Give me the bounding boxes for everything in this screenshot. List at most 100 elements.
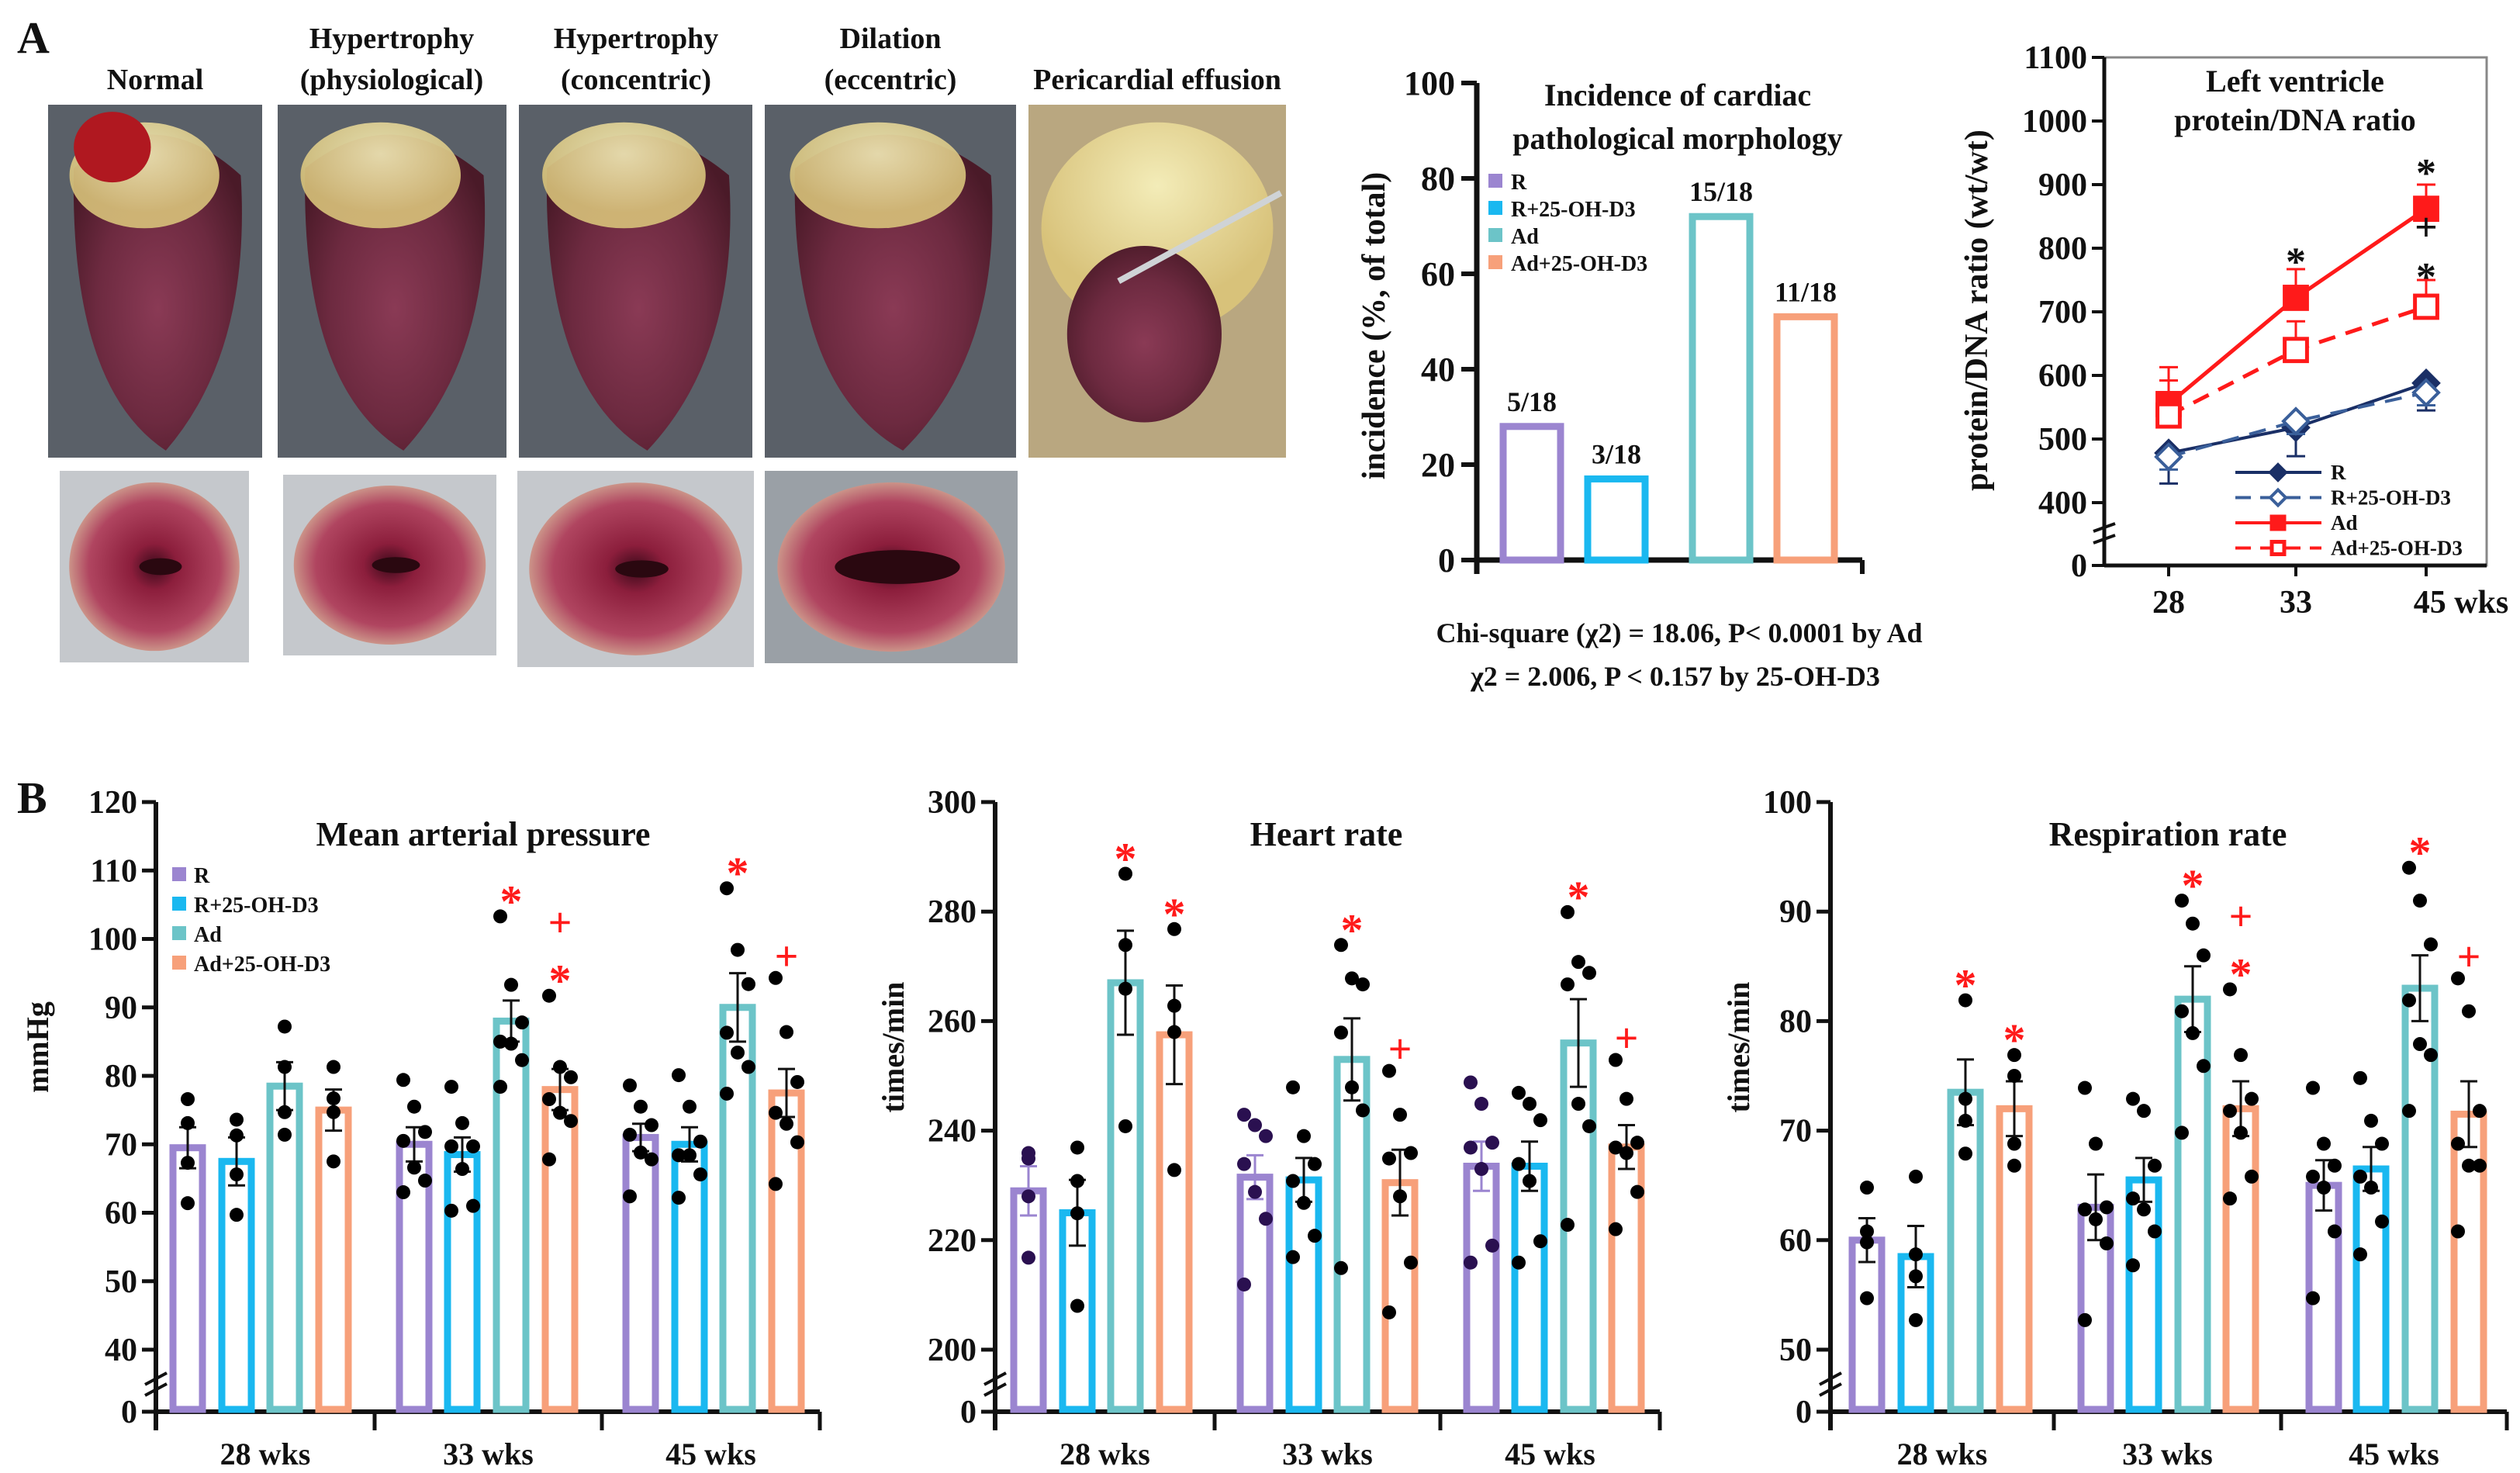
data-point	[2223, 1191, 2237, 1206]
data-point	[2306, 1081, 2320, 1095]
data-point	[2402, 993, 2416, 1008]
significance-mark: *	[2182, 860, 2204, 911]
data-point	[418, 1125, 432, 1139]
data-point	[1237, 1108, 1251, 1122]
bar	[2352, 1165, 2390, 1413]
y-tick-label: 100	[1763, 785, 1812, 821]
photo-label: (physiological)	[300, 64, 483, 96]
legend-swatch	[1488, 255, 1502, 269]
data-point	[542, 1152, 556, 1167]
significance-mark: *	[2416, 151, 2436, 195]
data-point	[444, 1080, 458, 1094]
data-point	[327, 1154, 340, 1169]
y-tick-label: 100	[88, 922, 137, 958]
data-point	[1582, 1119, 1596, 1133]
data-point	[2137, 1202, 2151, 1217]
data-point	[1118, 866, 1132, 881]
series-R+25-OH-D3	[1897, 1070, 2390, 1413]
data-point	[1167, 998, 1181, 1013]
series-R	[1010, 1075, 1500, 1413]
data-point	[1345, 1080, 1359, 1094]
x-tick-label: 33	[2280, 585, 2312, 621]
significance-mark: *	[2003, 1015, 2026, 1065]
data-label: 3/18	[1592, 438, 1641, 469]
data-point	[2078, 1312, 2092, 1327]
data-point	[2245, 1091, 2259, 1106]
data-point	[2306, 1169, 2320, 1184]
data-point	[672, 1191, 686, 1205]
data-point	[493, 1080, 507, 1094]
bar	[2450, 1110, 2487, 1413]
data-point	[2007, 1136, 2021, 1151]
bar	[2222, 1105, 2259, 1413]
data-point	[278, 1105, 292, 1119]
bar	[1947, 1088, 1984, 1413]
data-point	[731, 942, 745, 957]
data-point	[790, 1135, 804, 1150]
bar	[1156, 1031, 1193, 1413]
chart-title: Left ventricle	[2206, 64, 2384, 99]
data-point	[693, 1134, 707, 1149]
data-point	[1860, 1224, 1874, 1239]
x-tick-label: 28 wks	[1060, 1437, 1150, 1471]
bar	[1996, 1105, 2033, 1413]
heart-rate-chart: 0 200 220 240 260 280 300 28 wks 33 wks 45 wks tim…	[876, 785, 1662, 1471]
data-point	[780, 1025, 793, 1039]
data-point	[780, 1116, 793, 1131]
data-point	[2223, 1104, 2237, 1119]
y-tick-label: 280	[928, 894, 977, 930]
data-point	[2007, 1158, 2021, 1173]
data-point	[230, 1167, 244, 1182]
y-tick-label: 0	[121, 1395, 137, 1430]
series-Ad+25-OH-D3	[315, 970, 805, 1413]
data-point	[2197, 1059, 2211, 1074]
y-tick-label: 200	[928, 1333, 977, 1368]
data-point	[1523, 1097, 1537, 1112]
heart-slice-photo	[765, 471, 1018, 663]
data-point	[1356, 977, 1370, 992]
chart-title: protein/DNA ratio	[2174, 102, 2415, 137]
data-point	[790, 1074, 804, 1089]
lv-protein-dna-chart: 0 400 500 600 700 800 900 1000 1100 28 33 45 wks pro…	[1959, 40, 2508, 621]
significance-mark: *	[1163, 889, 1186, 939]
data-point	[396, 1133, 410, 1148]
data-point	[1393, 1108, 1407, 1122]
significance-mark: +	[1388, 1026, 1412, 1073]
x-tick-label: 33 wks	[443, 1437, 534, 1471]
data-point	[1167, 1025, 1181, 1039]
legend-swatch	[1488, 201, 1502, 215]
series-Ad	[2155, 183, 2439, 417]
data-point	[2451, 1224, 2465, 1239]
chart-title: Incidence of cardiac	[1544, 78, 1811, 112]
y-tick-label: 100	[1404, 64, 1455, 102]
y-tick-label: 60	[1779, 1223, 1812, 1259]
data-point	[741, 977, 755, 991]
data-point	[1070, 1206, 1084, 1221]
data-point	[634, 1099, 648, 1114]
legend-label: R+25-OH-D3	[194, 894, 319, 918]
data-point	[2317, 1136, 2331, 1151]
series-Ad+25-OH-D3	[1156, 921, 1645, 1413]
data-point	[1860, 1181, 1874, 1195]
data-point	[2126, 1191, 2140, 1206]
y-tick-label: 40	[105, 1333, 137, 1368]
axis-break-mark	[2093, 522, 2116, 533]
heart-photo	[1028, 105, 1286, 458]
data-point	[1259, 1129, 1273, 1143]
legend-label: R	[194, 864, 210, 888]
photo-label: (concentric)	[561, 64, 711, 96]
significance-mark: *	[2230, 949, 2252, 999]
ventricle-lumen	[615, 560, 669, 578]
data-point	[515, 1053, 529, 1067]
series-Ad	[266, 881, 756, 1413]
data-point	[278, 1060, 292, 1074]
data-point	[515, 1015, 529, 1030]
axis-break-mark	[144, 1382, 168, 1397]
data-point	[2186, 916, 2200, 931]
data-point	[418, 1174, 432, 1188]
marker-square	[2283, 337, 2309, 364]
bar	[218, 1157, 255, 1413]
y-tick-label: 0	[960, 1395, 977, 1430]
data-point	[2451, 971, 2465, 986]
data-point	[1609, 1053, 1623, 1067]
